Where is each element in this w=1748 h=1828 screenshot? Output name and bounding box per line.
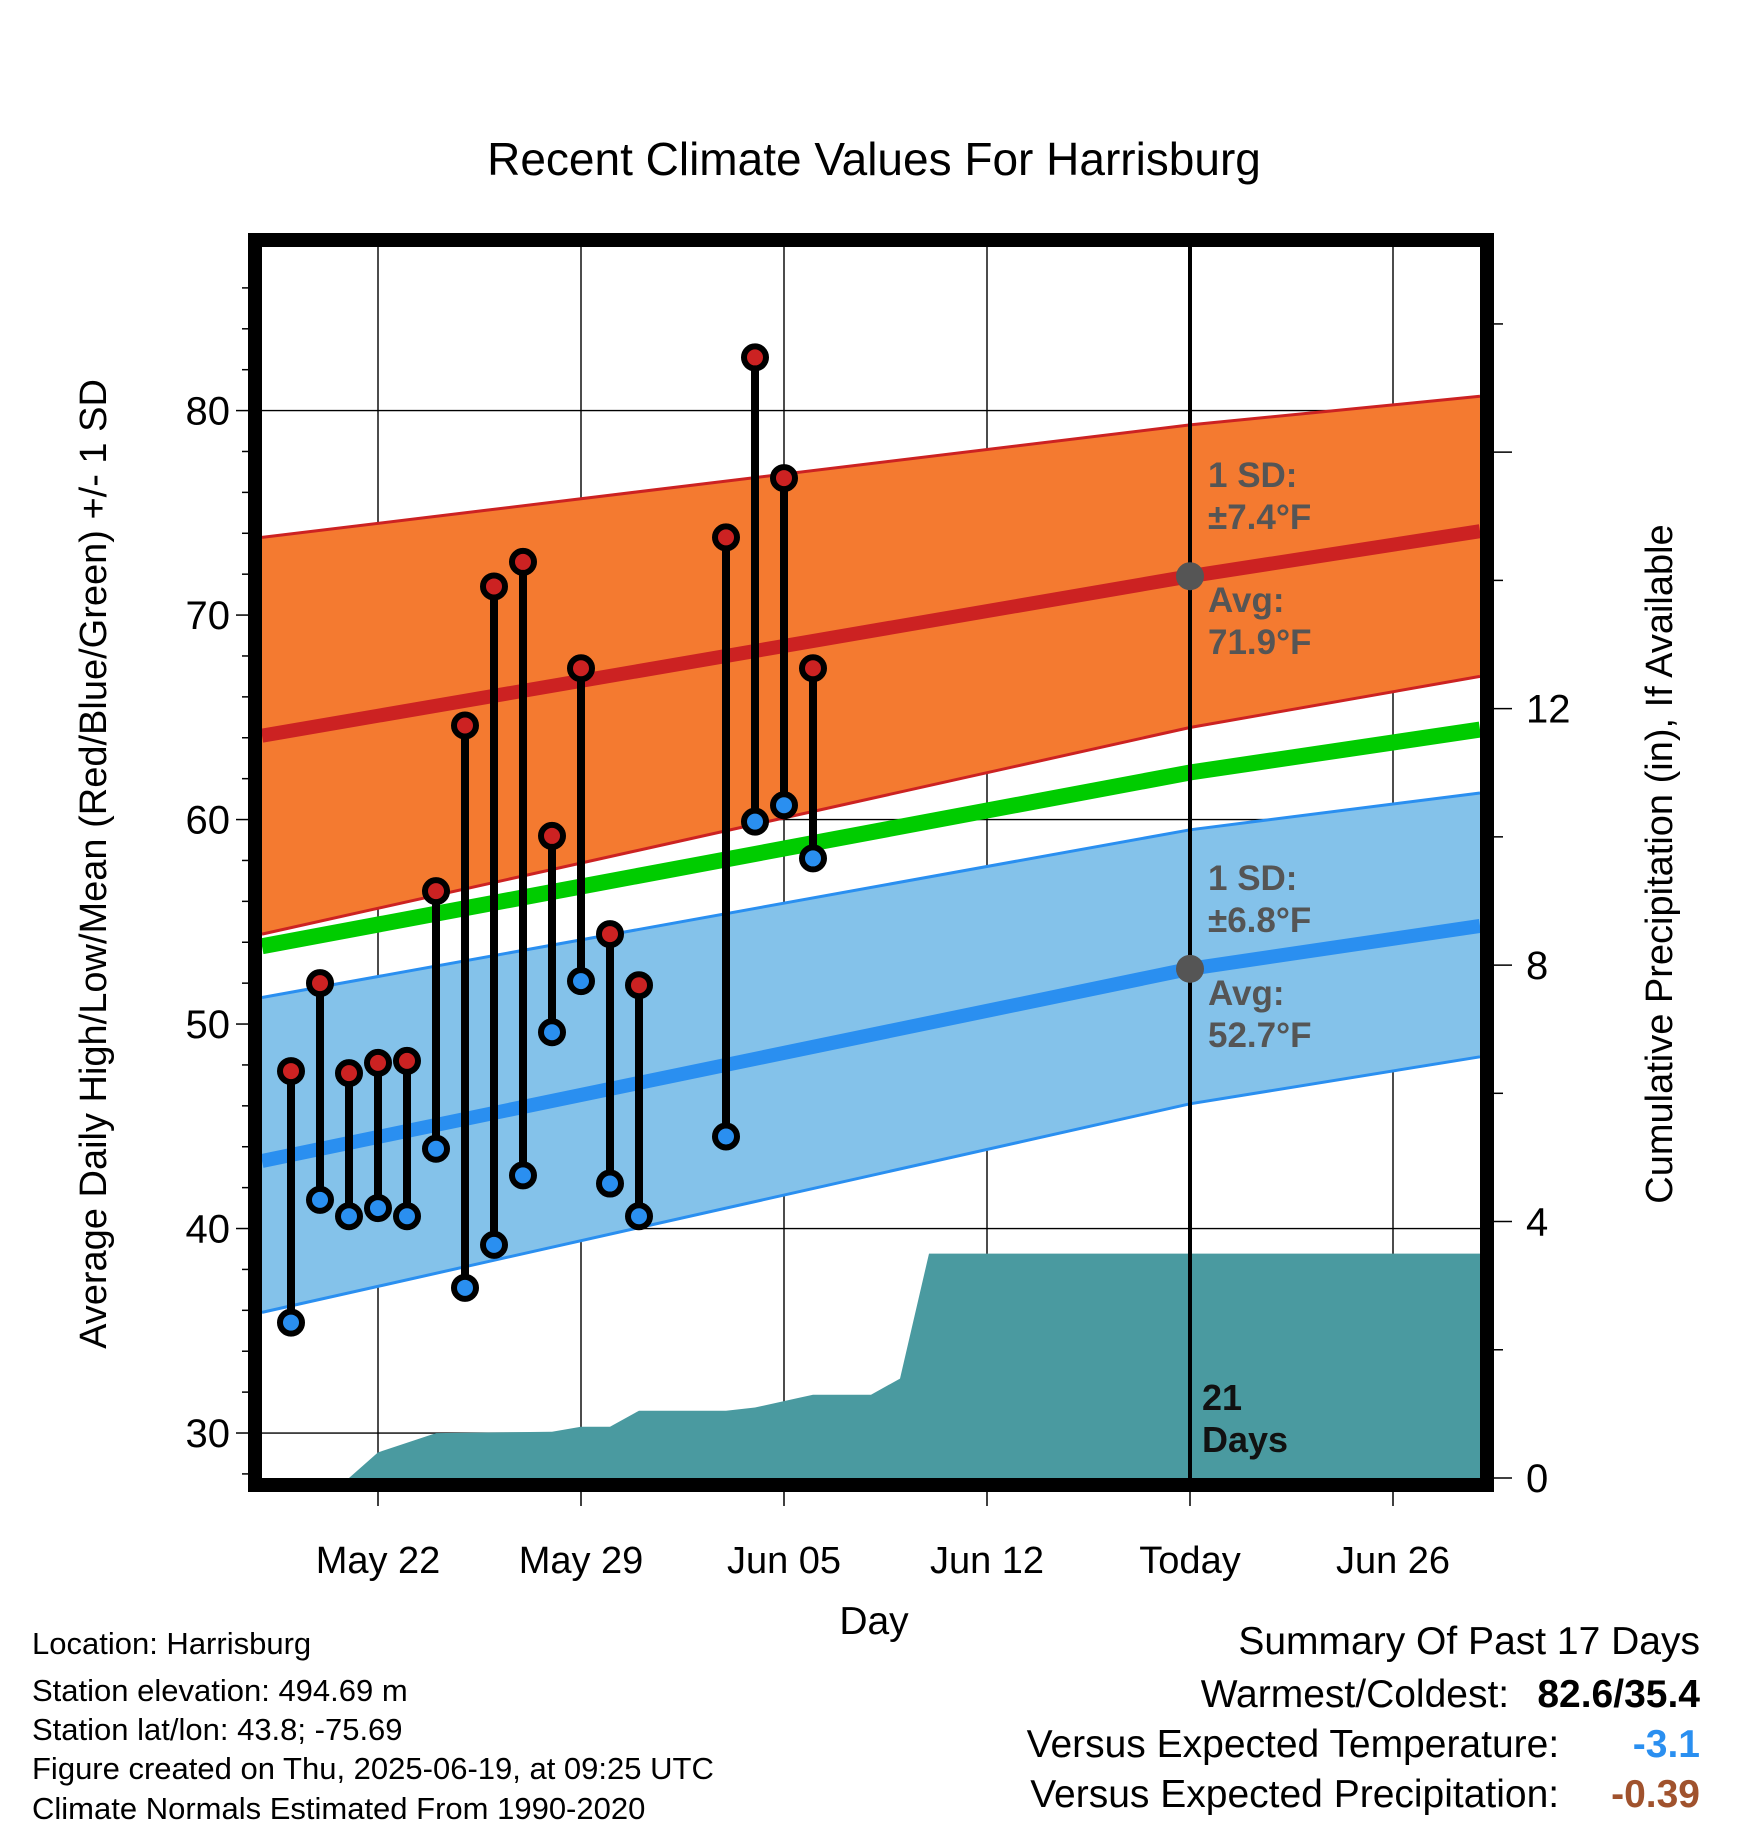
annotation-high-sd: 1 SD: [1208, 456, 1297, 495]
summary-precip-label: Versus Expected Precipitation: [1030, 1773, 1560, 1816]
summary-title: Summary Of Past 17 Days [1238, 1620, 1700, 1663]
y2-tick-label: 4 [1526, 1201, 1548, 1245]
x-tick-label: Jun 05 [727, 1540, 841, 1582]
x-tick-label: May 29 [519, 1540, 644, 1582]
summary-precip-value: -0.39 [1611, 1773, 1700, 1816]
info-location: Location: Harrisburg [32, 1626, 312, 1661]
daily-low-point [509, 1161, 537, 1190]
annotation-low-sd-value: ±6.8°F [1208, 901, 1311, 940]
x-tick-label: Today [1139, 1540, 1240, 1582]
daily-low-point [393, 1202, 421, 1231]
y-tick-label: 50 [186, 1003, 231, 1047]
summary-warmest-row: Warmest/Coldest: 82.6/35.4 [1201, 1673, 1700, 1717]
daily-high-point [509, 547, 537, 576]
precipitation-area [262, 1253, 1480, 1478]
summary-warmest-value: 82.6/35.4 [1537, 1673, 1700, 1716]
low-sd-band [262, 793, 1480, 1313]
daily-high-point [538, 821, 566, 850]
y-tick-label: 70 [186, 594, 231, 638]
daily-low-point [306, 1185, 334, 1214]
y-tick-label: 60 [186, 799, 231, 843]
daily-high-point [596, 920, 624, 949]
days-count-word: Days [1202, 1419, 1288, 1460]
chart-title: Recent Climate Values For Harrisburg [487, 133, 1261, 185]
y2-tick-label: 12 [1526, 688, 1571, 732]
info-created: Figure created on Thu, 2025-06-19, at 09… [32, 1751, 714, 1786]
daily-low-point [596, 1169, 624, 1198]
annotation-low-avg-value: 52.7°F [1208, 1016, 1312, 1055]
daily-high-point [741, 343, 769, 372]
high-sd-band [262, 396, 1480, 935]
annotation-low-avg: Avg: [1208, 974, 1284, 1013]
daily-low-point [451, 1273, 479, 1302]
y-tick-label: 30 [186, 1412, 231, 1456]
y2-tick-label: 8 [1526, 944, 1548, 988]
daily-high-point [364, 1048, 392, 1077]
daily-low-point [538, 1018, 566, 1047]
daily-low-point [335, 1202, 363, 1231]
daily-high-point [712, 523, 740, 552]
summary-temp-row: Versus Expected Temperature: -3.1 [1027, 1723, 1700, 1767]
days-count-number: 21 [1202, 1377, 1242, 1418]
daily-low-point [770, 791, 798, 820]
plot-frame [248, 233, 1494, 1492]
daily-high-point [422, 877, 450, 906]
summary-temp-label: Versus Expected Temperature: [1026, 1723, 1560, 1766]
summary-temp-value: -3.1 [1632, 1723, 1700, 1766]
daily-high-point [306, 969, 334, 998]
daily-high-point [277, 1057, 305, 1086]
daily-low-point [741, 807, 769, 836]
daily-high-point [567, 654, 595, 683]
daily-low-point [799, 844, 827, 873]
x-axis-label: Day [839, 1600, 909, 1643]
info-elevation: Station elevation: 494.69 m [32, 1673, 408, 1708]
daily-low-point [625, 1202, 653, 1231]
x-tick-label: Jun 26 [1336, 1540, 1450, 1582]
x-tick-label: May 22 [316, 1540, 441, 1582]
annotation-high-sd-value: ±7.4°F [1208, 498, 1311, 537]
y2-axis-label: Cumulative Precipitation (in), If Availa… [1639, 524, 1681, 1203]
annotation-high-avg: Avg: [1208, 581, 1284, 620]
daily-high-point [335, 1059, 363, 1088]
daily-low-point [277, 1308, 305, 1337]
info-latlon: Station lat/lon: 43.8; -75.69 [32, 1712, 403, 1747]
today-high-marker [1176, 562, 1204, 591]
daily-high-point [625, 971, 653, 1000]
summary-warmest-label: Warmest/Coldest: [1200, 1673, 1510, 1716]
x-tick-label: Jun 12 [930, 1540, 1044, 1582]
annotation-high-avg-value: 71.9°F [1208, 623, 1312, 662]
annotation-low-sd: 1 SD: [1208, 859, 1297, 898]
daily-low-point [422, 1134, 450, 1163]
daily-low-point [364, 1194, 392, 1223]
daily-high-point [770, 464, 798, 493]
daily-low-point [712, 1122, 740, 1151]
daily-low-point [480, 1230, 508, 1259]
daily-low-point [567, 967, 595, 996]
daily-high-point [799, 654, 827, 683]
y-tick-label: 80 [186, 390, 231, 434]
info-normals: Climate Normals Estimated From 1990-2020 [32, 1791, 646, 1826]
daily-high-point [393, 1046, 421, 1075]
summary-precip-row: Versus Expected Precipitation: -0.39 [1030, 1773, 1700, 1817]
daily-high-point [480, 572, 508, 601]
y-tick-label: 40 [186, 1208, 231, 1252]
daily-high-point [451, 711, 479, 740]
y-axis-label: Average Daily High/Low/Mean (Red/Blue/Gr… [73, 379, 115, 1349]
today-low-marker [1176, 954, 1204, 983]
y2-tick-label: 0 [1526, 1457, 1548, 1501]
